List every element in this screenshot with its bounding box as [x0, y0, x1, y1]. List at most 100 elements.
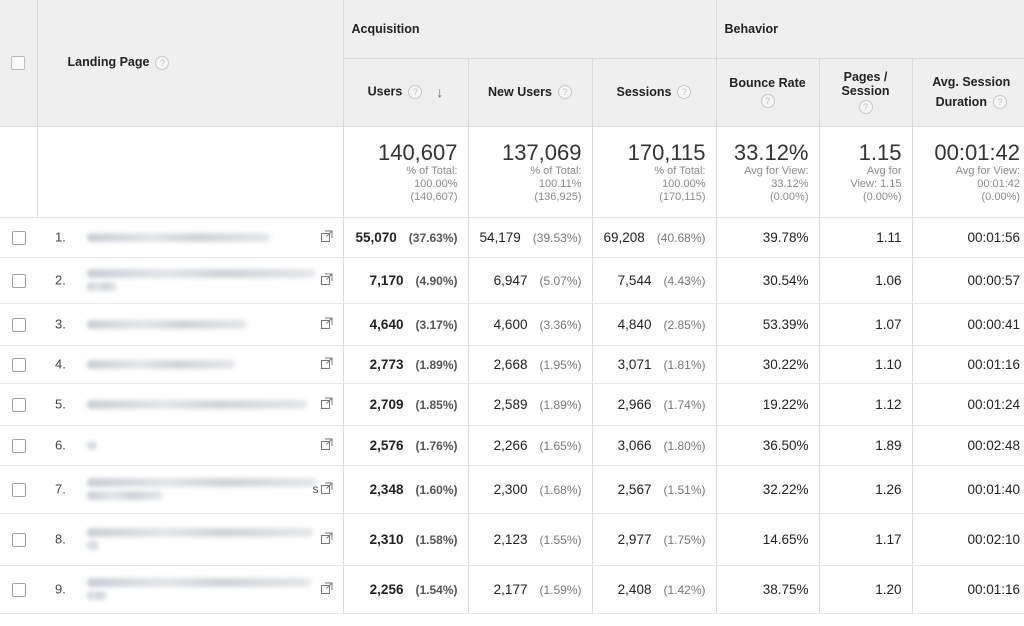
- bounce-rate-column-label: Bounce Rate: [729, 75, 806, 90]
- bounce-value: 36.50%: [762, 437, 809, 453]
- row-index: 1.: [55, 229, 66, 245]
- users-cell: 7,170 (4.90%): [343, 257, 469, 304]
- table-row[interactable]: 5. 2,709 (1.85%) 2,589 (1.89%) 2,966 (1.74%) 19…: [0, 383, 1024, 426]
- row-checkbox[interactable]: [11, 273, 26, 288]
- row-select-cell: [0, 513, 37, 566]
- users-column-header[interactable]: Users? ↓: [343, 58, 469, 127]
- help-icon[interactable]: ?: [858, 100, 873, 115]
- users-value: 2,310: [369, 531, 404, 547]
- totals-avg-duration-value: 00:01:42: [934, 139, 1021, 165]
- row-index: 4.: [55, 356, 66, 372]
- open-in-new-window-icon[interactable]: [320, 397, 333, 409]
- open-in-new-window-icon[interactable]: [320, 482, 333, 494]
- redacted-url[interactable]: [87, 232, 271, 242]
- bounce-value: 30.54%: [762, 272, 809, 288]
- redacted-url[interactable]: [87, 478, 317, 487]
- row-checkbox[interactable]: [11, 357, 26, 372]
- pages-value: 1.10: [875, 356, 902, 372]
- redacted-url[interactable]: [87, 491, 163, 500]
- row-checkbox[interactable]: [11, 230, 26, 245]
- table-row[interactable]: 3. 4,640 (3.17%) 4,600 (3.36%) 4,840 (2.85%) 53…: [0, 303, 1024, 346]
- bounce-value: 39.78%: [762, 229, 809, 245]
- open-in-new-window-icon[interactable]: [320, 273, 333, 285]
- duration-value: 00:01:40: [967, 481, 1021, 497]
- open-in-new-window-icon[interactable]: [320, 230, 333, 242]
- redacted-url[interactable]: [87, 528, 313, 537]
- totals-avg-duration-delta: (0.00%): [981, 190, 1021, 203]
- help-icon[interactable]: ?: [155, 56, 170, 71]
- new-users-percent: (39.53%): [532, 230, 582, 245]
- redacted-url[interactable]: [87, 269, 315, 278]
- redacted-url[interactable]: [87, 440, 97, 450]
- sessions-column-header[interactable]: Sessions?: [592, 58, 717, 127]
- row-checkbox[interactable]: [11, 317, 26, 332]
- row-index: 2.: [55, 272, 66, 288]
- totals-avg-duration-label: Avg for View:: [955, 164, 1021, 177]
- help-icon[interactable]: ?: [677, 85, 692, 100]
- pages-value: 1.26: [875, 481, 902, 497]
- totals-sessions-pct: 100.00%: [662, 177, 706, 190]
- row-checkbox[interactable]: [11, 482, 26, 497]
- help-icon[interactable]: ?: [760, 94, 775, 109]
- row-checkbox[interactable]: [11, 532, 26, 547]
- help-icon[interactable]: ?: [408, 85, 423, 99]
- redacted-url[interactable]: [87, 541, 99, 550]
- sort-descending-icon[interactable]: ↓: [436, 84, 444, 100]
- users-percent: (1.89%): [415, 357, 458, 372]
- open-in-new-window-icon[interactable]: [320, 532, 333, 544]
- users-cell: 55,070 (37.63%): [343, 217, 469, 258]
- help-icon[interactable]: ?: [992, 95, 1007, 110]
- landing-page-cell: 6.: [37, 425, 344, 466]
- row-index: 6.: [55, 437, 66, 453]
- pages-per-session-column-header[interactable]: Pages / Session ?: [819, 58, 913, 127]
- open-in-new-window-icon[interactable]: [320, 317, 333, 329]
- duration-cell: 00:01:16: [912, 345, 1024, 384]
- table-row[interactable]: 4. 2,773 (1.89%) 2,668 (1.95%) 3,071 (1.81%) 30…: [0, 345, 1024, 384]
- totals-new-users: 137,069 % of Total: 100.11% (136,925): [468, 126, 593, 218]
- row-index: 9.: [55, 581, 66, 597]
- avg-session-duration-column-header[interactable]: Avg. Session Duration?: [912, 58, 1024, 127]
- landing-page-cell: 1.: [37, 217, 344, 258]
- acquisition-group-header: Acquisition: [343, 0, 717, 59]
- bounce-value: 53.39%: [762, 316, 809, 332]
- row-checkbox[interactable]: [11, 582, 26, 597]
- pages-value: 1.06: [875, 272, 902, 288]
- open-in-new-window-icon[interactable]: [320, 582, 333, 594]
- open-in-new-window-icon[interactable]: [320, 438, 333, 450]
- redacted-url[interactable]: [87, 319, 247, 329]
- open-in-new-window-icon[interactable]: [320, 357, 333, 369]
- row-checkbox[interactable]: [11, 438, 26, 453]
- table-row[interactable]: 1. 55,070 (37.63%) 54,179 (39.53%) 69,208 (40.…: [0, 217, 1024, 258]
- landing-page-header-label: Landing Page: [67, 55, 150, 70]
- duration-value: 00:00:57: [967, 272, 1021, 288]
- new-users-percent: (1.68%): [539, 482, 582, 497]
- table-row[interactable]: 6. 2,576 (1.76%) 2,266 (1.65%) 3,066 (1.80%) 36…: [0, 425, 1024, 466]
- help-icon[interactable]: ?: [557, 85, 572, 100]
- table-row[interactable]: 2. 7,170 (4.90%) 6,947 (5.07%) 7,544 (4.43%) 30…: [0, 257, 1024, 304]
- table-row[interactable]: 9. 2,256 (1.54%) 2,177 (1.59%) 2,408 (1.42%) 38…: [0, 565, 1024, 614]
- new-users-column-header[interactable]: New Users?: [468, 58, 593, 127]
- landing-page-cell: 5.: [37, 383, 344, 426]
- bounce-rate-column-header[interactable]: Bounce Rate ?: [716, 58, 820, 127]
- redacted-url[interactable]: [87, 591, 107, 600]
- sessions-cell: 69,208 (40.68%): [592, 217, 717, 258]
- bounce-cell: 32.22%: [716, 465, 820, 514]
- sessions-value: 3,071: [617, 356, 652, 372]
- new-users-cell: 6,947 (5.07%): [468, 257, 593, 304]
- redacted-url[interactable]: [87, 578, 311, 587]
- row-checkbox[interactable]: [11, 397, 26, 412]
- totals-select-cell: [0, 126, 38, 218]
- redacted-url[interactable]: [87, 399, 307, 409]
- sessions-percent: (1.80%): [663, 438, 706, 453]
- users-cell: 2,576 (1.76%): [343, 425, 469, 466]
- select-all-checkbox[interactable]: [11, 56, 26, 71]
- redacted-url[interactable]: [87, 359, 235, 369]
- redacted-url[interactable]: [87, 282, 117, 291]
- users-percent: (1.76%): [415, 438, 458, 453]
- table-row[interactable]: 8. 2,310 (1.58%) 2,123 (1.55%) 2,977 (1.75%) 14…: [0, 513, 1024, 566]
- table-row[interactable]: 7. s 2,348 (1.60%) 2,300 (1.68%) 2,567 (1.51%) 3…: [0, 465, 1024, 514]
- totals-users-value: 140,607: [377, 139, 458, 165]
- landing-page-header[interactable]: Landing Page?: [37, 0, 344, 127]
- totals-users-base: (140,607): [410, 190, 458, 203]
- duration-cell: 00:01:24: [912, 383, 1024, 426]
